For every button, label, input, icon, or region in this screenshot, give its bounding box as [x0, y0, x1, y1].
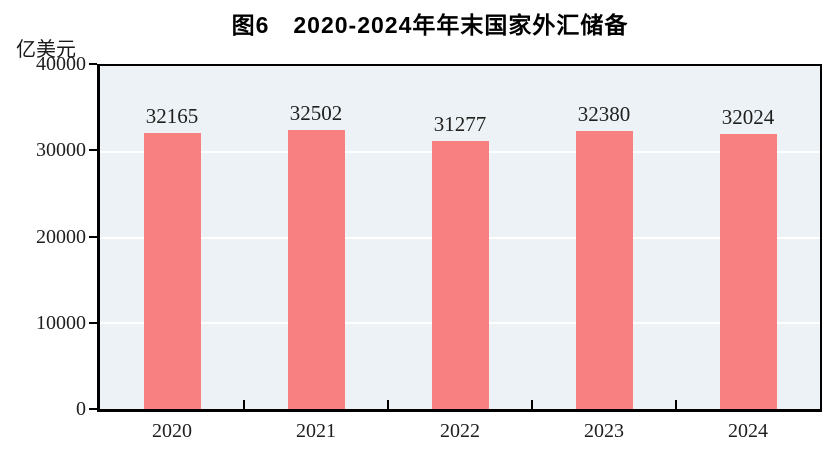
y-axis-tick	[89, 63, 97, 65]
y-axis-unit-label: 亿美元	[16, 39, 76, 61]
bar-2024	[719, 134, 777, 409]
y-axis-tick-label: 40000	[36, 53, 86, 75]
y-axis-tick-label: 0	[76, 398, 86, 420]
bar-2023	[575, 131, 633, 409]
x-axis-category-label: 2021	[296, 420, 336, 442]
x-axis-category-label: 2020	[152, 420, 192, 442]
y-axis-tick-label: 10000	[36, 311, 86, 334]
y-axis-tick	[89, 149, 97, 152]
x-axis-tick	[243, 400, 245, 409]
bar-2021	[287, 130, 345, 409]
bar-2022	[431, 140, 489, 409]
y-axis-tick	[89, 235, 97, 238]
bar-value-label: 31277	[433, 111, 487, 136]
y-axis-tick	[89, 321, 97, 324]
y-axis-tick	[89, 408, 97, 410]
x-axis-tick	[531, 400, 533, 409]
plot-area: 32165 32502 31277 32380 32024	[97, 64, 822, 412]
y-axis-tick-label: 30000	[36, 139, 86, 162]
x-axis-category-label: 2024	[728, 420, 768, 442]
x-axis-tick	[387, 400, 389, 409]
bar-value-label: 32380	[577, 102, 631, 127]
bar-value-label: 32165	[145, 104, 199, 129]
chart-title: 图6 2020-2024年年末国家外汇储备	[231, 12, 629, 38]
bar-2020	[143, 133, 201, 409]
bar-value-label: 32502	[289, 101, 343, 126]
bar-value-label: 32024	[721, 105, 775, 130]
x-axis-category-label: 2023	[584, 420, 624, 442]
y-axis-tick-label: 20000	[36, 225, 86, 248]
x-axis-tick	[675, 400, 677, 409]
x-axis-category-label: 2022	[440, 420, 480, 442]
